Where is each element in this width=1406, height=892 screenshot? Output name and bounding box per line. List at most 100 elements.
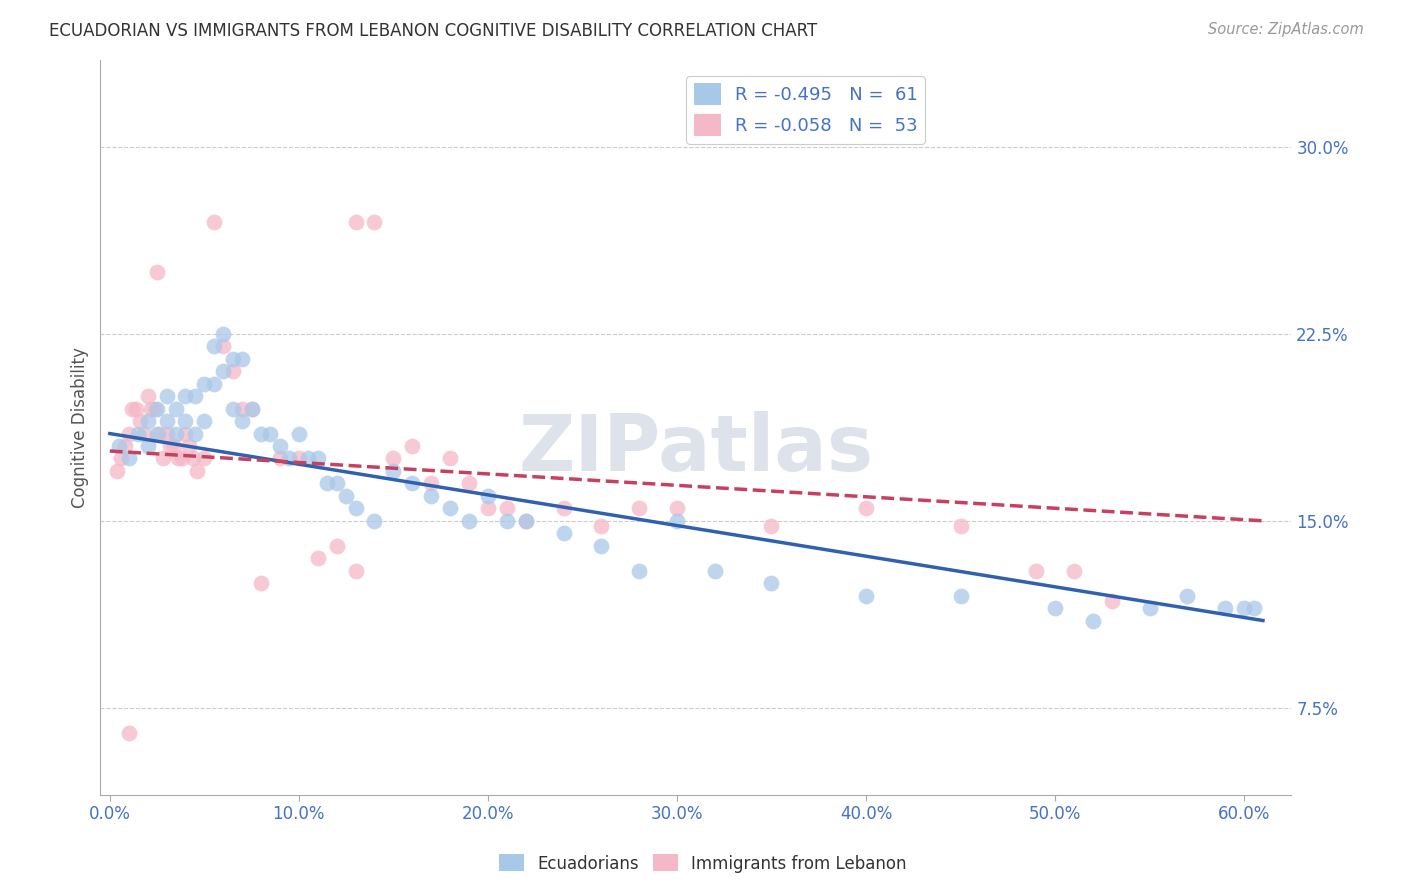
Point [240, 401, 263, 416]
Point [186, 464, 208, 478]
Point [179, 439, 201, 453]
Point [382, 464, 405, 478]
Point [288, 451, 311, 466]
Point [221, 351, 243, 366]
Point [181, 451, 204, 466]
Point [250, 426, 273, 441]
Point [155, 426, 177, 441]
Point [344, 501, 367, 516]
Point [288, 426, 311, 441]
Point [1213, 601, 1236, 615]
Point [129, 414, 152, 428]
Point [202, 339, 225, 353]
Point [420, 489, 443, 503]
Point [114, 439, 136, 453]
Point [132, 426, 155, 441]
Point [184, 389, 207, 403]
Point [439, 501, 461, 516]
Point [344, 214, 367, 228]
Point [174, 414, 197, 428]
Point [136, 389, 159, 403]
Point [439, 451, 461, 466]
Point [174, 389, 197, 403]
Point [401, 439, 423, 453]
Point [1243, 601, 1265, 615]
Point [1063, 564, 1085, 578]
Point [1101, 593, 1123, 607]
Point [591, 539, 613, 553]
Point [703, 564, 725, 578]
Point [401, 476, 423, 491]
Point [855, 501, 877, 516]
Point [553, 526, 575, 541]
Point [278, 451, 301, 466]
Point [193, 451, 215, 466]
Point [221, 364, 243, 378]
Legend: R = -0.495   N =  61, R = -0.058   N =  53: R = -0.495 N = 61, R = -0.058 N = 53 [686, 76, 925, 144]
Point [193, 414, 215, 428]
Point [143, 401, 166, 416]
Point [477, 501, 499, 516]
Point [167, 451, 190, 466]
Point [108, 439, 131, 453]
Point [127, 426, 149, 441]
Point [163, 439, 186, 453]
Point [363, 214, 385, 228]
Legend: Ecuadorians, Immigrants from Lebanon: Ecuadorians, Immigrants from Lebanon [492, 847, 914, 880]
Point [141, 401, 163, 416]
Point [146, 401, 169, 416]
Point [221, 401, 243, 416]
Point [761, 518, 783, 533]
Point [202, 376, 225, 391]
Point [307, 551, 329, 566]
Point [477, 489, 499, 503]
Point [155, 414, 177, 428]
Point [1025, 564, 1047, 578]
Point [761, 576, 783, 591]
Point [118, 451, 141, 466]
Point [1043, 601, 1066, 615]
Point [155, 389, 177, 403]
Point [118, 426, 141, 441]
Point [591, 518, 613, 533]
Point [515, 514, 537, 528]
Point [170, 451, 193, 466]
Point [184, 426, 207, 441]
Y-axis label: Cognitive Disability: Cognitive Disability [72, 347, 89, 508]
Point [121, 401, 143, 416]
Point [307, 451, 329, 466]
Point [495, 514, 517, 528]
Point [231, 351, 253, 366]
Point [269, 439, 291, 453]
Point [1081, 614, 1104, 628]
Point [325, 476, 347, 491]
Point [949, 518, 972, 533]
Point [325, 539, 347, 553]
Point [269, 451, 291, 466]
Point [628, 501, 651, 516]
Point [344, 564, 367, 578]
Point [125, 401, 148, 416]
Point [152, 451, 174, 466]
Point [136, 414, 159, 428]
Point [105, 464, 128, 478]
Text: ECUADORIAN VS IMMIGRANTS FROM LEBANON COGNITIVE DISABILITY CORRELATION CHART: ECUADORIAN VS IMMIGRANTS FROM LEBANON CO… [49, 22, 817, 40]
Point [146, 426, 169, 441]
Point [136, 439, 159, 453]
Point [553, 501, 575, 516]
Point [1233, 601, 1256, 615]
Point [458, 514, 481, 528]
Point [297, 451, 319, 466]
Point [146, 264, 169, 278]
Point [665, 501, 688, 516]
Point [458, 476, 481, 491]
Point [316, 476, 339, 491]
Point [1175, 589, 1198, 603]
Point [165, 401, 187, 416]
Point [949, 589, 972, 603]
Point [855, 589, 877, 603]
Point [193, 376, 215, 391]
Point [202, 214, 225, 228]
Point [212, 339, 235, 353]
Point [159, 439, 181, 453]
